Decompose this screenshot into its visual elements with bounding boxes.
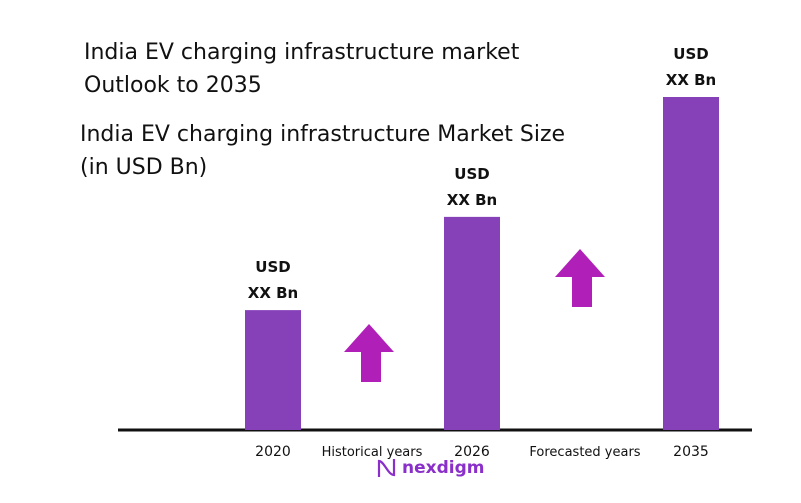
up-arrow-icon [344, 324, 394, 382]
data-label-line-2: XX Bn [248, 284, 298, 302]
bar-2035 [663, 97, 719, 430]
logo-text: nexdigm [402, 458, 485, 478]
data-label-line-2: XX Bn [666, 71, 716, 89]
annotation-forecasted-years: Forecasted years [529, 445, 640, 460]
subtitle-line-2: (in USD Bn) [80, 155, 208, 180]
bar-2020 [245, 310, 301, 430]
subtitle-line-1: India EV charging infrastructure Market … [80, 122, 566, 147]
title-line-1: India EV charging infrastructure market [84, 40, 520, 65]
bar-2026 [444, 216, 500, 430]
chart-title: India EV charging infrastructure market … [84, 36, 519, 102]
nexdigm-logo: nexdigm [376, 457, 484, 479]
data-label-line-2: XX Bn [447, 191, 497, 209]
chart-subtitle: India EV charging infrastructure Market … [80, 118, 565, 184]
data-label-line-1: USD [673, 45, 708, 63]
x-tick-label: 2020 [255, 444, 291, 460]
x-tick-label: 2026 [454, 444, 490, 460]
data-label-line-1: USD [454, 165, 489, 183]
x-tick-label: 2035 [673, 444, 709, 460]
annotation-historical-years: Historical years [322, 445, 423, 460]
nexdigm-logo-icon [377, 459, 396, 477]
data-label-line-1: USD [255, 258, 290, 276]
up-arrow-icon [555, 249, 605, 307]
title-line-2: Outlook to 2035 [84, 73, 262, 98]
